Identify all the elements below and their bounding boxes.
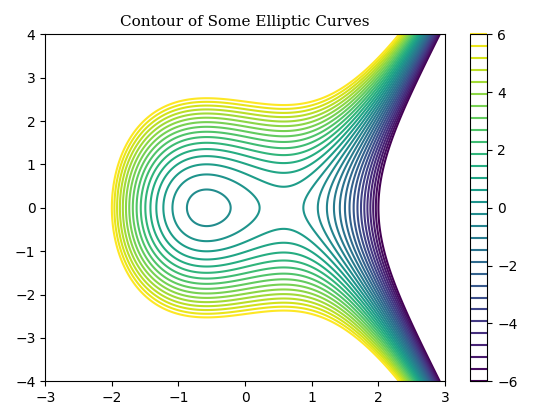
Title: Contour of Some Elliptic Curves: Contour of Some Elliptic Curves: [120, 15, 370, 29]
